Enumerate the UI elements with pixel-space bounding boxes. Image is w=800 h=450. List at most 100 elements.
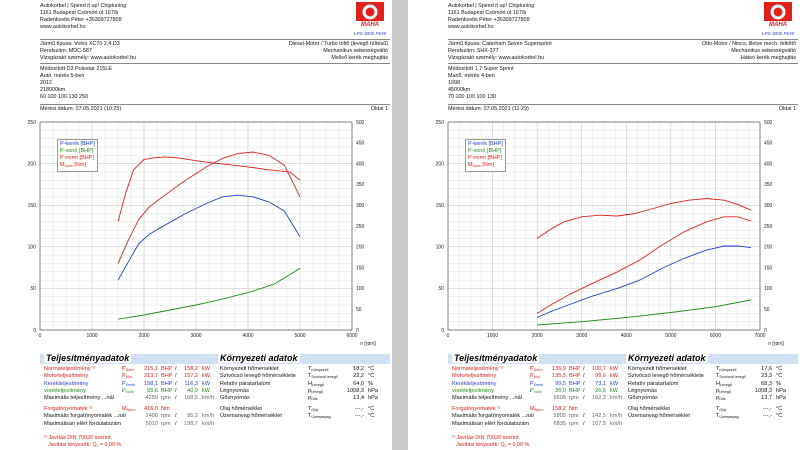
env-value: 68,3 [761,380,772,387]
environment-row: Szívócsó levegő hőmérséklete TSzívócső le… [628,373,796,379]
legend-drag-power: P-vonó [BHP] [60,148,94,155]
environment-row: Légnyomás pLevegő 1008,3 hPa [628,388,796,394]
unit-2: km/h [610,413,623,420]
value-1: 158,2 [552,406,566,412]
vehicle-info: Jármű típusa: Volvo XC70 2,4 D3 Rendszám… [40,41,137,62]
x-tick-label: 1000 [487,333,498,339]
value-1: 213,7 [144,373,158,380]
y-right-tick-label: 100 [764,286,773,292]
row-label: Szívócsó levegő hőmérséklete [220,373,296,380]
dyno-report-right: Autokorbel | Speed it up! Chiptuning 116… [408,0,800,450]
series-line-2 [117,151,301,264]
logo-subtitle: LPS 3000 PKW [762,31,795,36]
company-header: Autokorbel | Speed it up! Chiptuning 116… [448,3,534,31]
legend-norm-torque: Mnorm [Nm] [60,162,86,169]
env-unit: % [368,380,373,387]
y-left-tick-label: 150 [436,203,445,209]
y-right-tick-label: 300 [356,203,365,209]
env-unit: hPa [368,387,378,394]
value-2: 26,5 [595,387,606,394]
row-label: vonóteljesítmény [452,387,494,394]
unit-1: rpm [161,420,171,427]
environment-row: Relatív páratartalom HLevegő 64,0% [220,381,388,387]
env-value: ---,- [762,406,772,412]
divider [448,104,798,105]
chart-legend: P-kerék [BHP] P-vonó [BHP] P-norm [BHP] … [57,139,98,172]
unit-1: rpm [161,395,171,402]
row-symbol: pGőz [716,395,726,402]
row-symbol: PVonó [530,387,542,394]
value-2: 40,9 [187,387,198,394]
unit-1: rpm [569,413,579,420]
unit-2: km/h [202,395,215,402]
performance-row: Motorteljesítmény PMot 135,5 BHP/99,6 kW [452,373,619,380]
y-left-tick-label: 50 [30,286,36,292]
env-value: 13,4 [353,395,364,402]
y-right-tick-label: 450 [764,141,773,147]
drivetrain-info: Otto-Motor / Nincs, illetve mech. feltöl… [702,41,796,62]
row-label: Kerékteljesítmény [452,380,497,387]
row-label: Normateljesítmény ¹⁾ [44,366,96,372]
y-left-tick-label: 0 [441,328,444,334]
company-name: Autokorbel | Speed it up! Chiptuning [448,3,535,9]
value-1: 2400 [145,413,158,420]
environment-row: Környezeti hőmérséklet TKörnyezeti 17,6 °C [628,366,796,372]
row-symbol: PVonó [122,387,134,394]
measurement-date: Mérési dátum: 07.05.2021 (10:25) [40,106,122,112]
performance-row: Forgatónyomaték ¹⁾ MNorm 158,2 Nm [452,406,624,412]
y-right-tick-label: 350 [356,182,365,188]
row-label: Gőznyomás [220,395,250,402]
row-label: Motorteljesítmény [452,373,497,380]
row-symbol: TKörnyezeti [308,366,329,372]
engine-type: Diesel-Motor / Turbo töltő (levegő hűtés… [288,41,388,47]
divider [40,39,390,40]
environment-row: Olaj hőmérséklet TOlaj ---,- °C [628,406,796,412]
env-unit: °C [368,366,375,372]
page-number: Oldal 1 [778,106,796,112]
env-value: 23,3 [761,373,772,380]
unit-1: Nm [161,406,170,412]
unit-1: Nm [569,406,578,412]
env-unit: hPa [776,395,786,402]
unit-2: km/h [202,413,215,420]
chart-legend: P-kerék [BHP] P-vonó [BHP] P-norm [BHP] … [465,139,506,172]
company-phone: Radenkovits Péter +36309727809 [40,17,122,24]
results-header-bar [40,354,390,364]
value-2: 73,1 [595,380,606,387]
value-1: 5805 [553,413,566,420]
x-tick-label: 1000 [86,333,97,339]
value-2: 168,5 [184,395,198,402]
env-unit: hPa [368,395,378,402]
unit-1: BHP [569,373,581,380]
row-symbol: HLevegő [716,380,732,387]
performance-row: Normateljesítmény ¹⁾ PNorm 136,9 BHP/100,7 k… [452,366,619,372]
env-value: 17,6 [761,366,772,372]
row-label: Légnyomás [220,387,249,394]
series-line-3 [117,156,301,222]
y-left-tick-label: 0 [33,328,36,334]
power-torque-chart: 0 1000 2000 3000 4000 5000 6000050100150200250… [28,120,377,347]
performance-row: Kerékteljesítmény PKerék 99,5 BHP/73,1 kW [452,380,619,387]
y-left-tick-label: 200 [436,161,445,167]
maha-logo: MAHA LPS 3000 PKW [762,2,795,36]
environment-row: Relatív páratartalom HLevegő 68,3% [628,381,796,387]
x-tick-label: 5000 [294,333,305,339]
power-torque-chart: 0 1000 2000 3000 4000 5000 6000 700005010015020… [436,120,785,347]
value-2: 157,2 [184,373,198,380]
value-2: 162,2 [592,395,606,402]
row-label: Légnyomás [628,387,657,394]
row-label: Üzemanyag hőmérséklet [220,413,282,420]
row-label: Olaj hőmérséklet [220,406,262,412]
performance-row: vonóteljesítmény PVonó 55,6 BHP/40,9 kW [44,387,211,394]
y-right-tick-label: 50 [356,307,362,313]
env-unit: °C [776,413,783,420]
env-value: 18,2 [353,366,364,372]
company-website: www.autokorbel.hu [40,24,86,31]
y-right-tick-label: 100 [356,286,365,292]
row-label: Szívócsó levegő hőmérséklete [628,373,704,380]
test-notes: Módosított 1,7 Super Sprint Man5, mérés … [448,66,514,101]
performance-row: Maximális teljesítmény ...nál 4250 rpm/168… [44,395,215,402]
value-2: 142,5 [592,413,606,420]
page-number: Oldal 1 [370,106,388,112]
series-line-0 [536,245,752,318]
